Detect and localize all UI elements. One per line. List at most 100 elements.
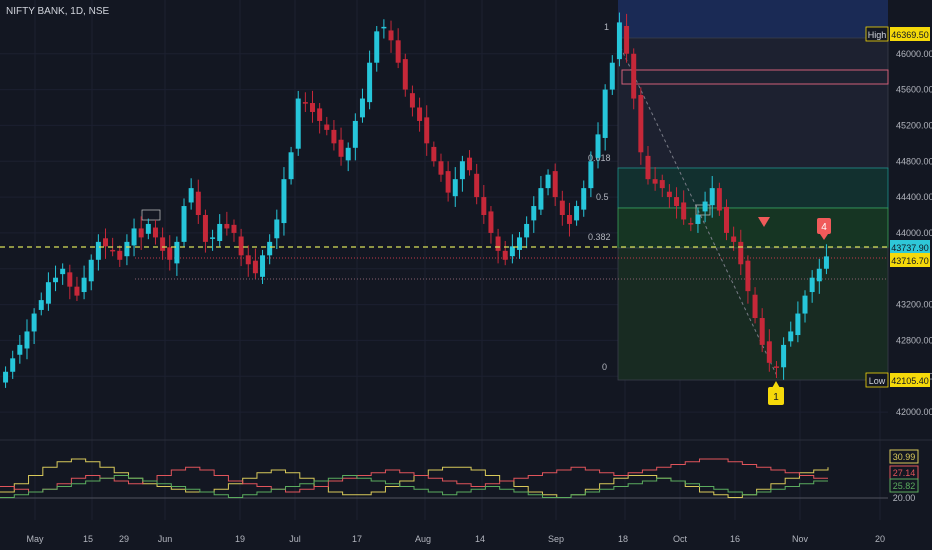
candle[interactable] [766, 329, 772, 372]
candle[interactable] [802, 290, 808, 323]
candle[interactable] [602, 84, 608, 151]
candle[interactable] [417, 97, 423, 132]
candle[interactable] [95, 234, 101, 271]
candle[interactable] [217, 214, 223, 247]
candle[interactable] [524, 216, 530, 249]
candle[interactable] [324, 116, 330, 136]
candle[interactable] [702, 191, 708, 223]
candle[interactable] [317, 103, 323, 134]
candle[interactable] [474, 163, 480, 205]
candle[interactable] [274, 209, 280, 250]
candle[interactable] [24, 319, 30, 360]
candle[interactable] [74, 276, 80, 301]
candle[interactable] [552, 163, 558, 207]
candle[interactable] [795, 301, 801, 343]
candle[interactable] [267, 234, 273, 265]
candle[interactable] [388, 20, 394, 53]
candle[interactable] [331, 120, 337, 151]
candle[interactable] [338, 127, 344, 166]
candle[interactable] [488, 206, 494, 244]
candle[interactable] [588, 151, 594, 198]
candlestick-series[interactable] [3, 12, 829, 388]
candle[interactable] [117, 245, 123, 267]
candle[interactable] [409, 85, 415, 117]
candle[interactable] [367, 50, 373, 110]
candle[interactable] [538, 176, 544, 215]
candle[interactable] [574, 200, 580, 226]
candle[interactable] [666, 184, 672, 208]
candle[interactable] [724, 199, 729, 241]
candle[interactable] [674, 187, 680, 219]
candle[interactable] [624, 13, 630, 63]
candle[interactable] [481, 184, 487, 224]
candle[interactable] [245, 245, 251, 277]
candle[interactable] [452, 167, 458, 207]
candle[interactable] [202, 209, 208, 253]
candle[interactable] [652, 167, 658, 191]
candle[interactable] [645, 146, 651, 185]
candle[interactable] [716, 182, 722, 216]
candle[interactable] [281, 167, 287, 236]
candle[interactable] [566, 202, 572, 237]
candle[interactable] [638, 87, 644, 165]
candle[interactable] [131, 218, 137, 257]
time-axis[interactable]: May 15 29 Jun 19 Jul 17 Aug 14 Sep 18 Oct 16 Nov 20 [26, 534, 885, 544]
candle[interactable] [581, 180, 587, 217]
candle[interactable] [467, 150, 473, 176]
candle[interactable] [445, 161, 451, 202]
candle[interactable] [681, 190, 687, 225]
candle[interactable] [295, 90, 301, 156]
candle[interactable] [188, 178, 194, 210]
candle[interactable] [531, 196, 537, 233]
candle[interactable] [345, 142, 351, 172]
candle[interactable] [3, 366, 9, 388]
price-axis[interactable]: 46000.00 45600.00 45200.00 44800.00 44400.00… [865, 26, 932, 417]
candle[interactable] [60, 263, 66, 285]
marker-label-1[interactable]: 1 [768, 381, 784, 405]
candle[interactable] [53, 265, 59, 292]
candle[interactable] [745, 255, 751, 304]
candle[interactable] [545, 169, 551, 196]
candle[interactable] [38, 292, 44, 316]
candle[interactable] [352, 113, 358, 161]
candle[interactable] [195, 179, 201, 224]
candle[interactable] [238, 228, 244, 267]
candle[interactable] [773, 361, 779, 379]
candle[interactable] [81, 265, 87, 300]
candle[interactable] [395, 28, 401, 69]
candle[interactable] [124, 234, 130, 266]
candle[interactable] [310, 90, 315, 123]
candle[interactable] [67, 264, 73, 300]
candle[interactable] [695, 207, 701, 233]
candle[interactable] [823, 244, 829, 275]
candle[interactable] [688, 217, 694, 232]
candle[interactable] [738, 229, 744, 276]
candle[interactable] [659, 174, 665, 198]
candle[interactable] [438, 153, 444, 182]
candle[interactable] [31, 308, 37, 344]
candle[interactable] [160, 227, 166, 260]
candle[interactable] [224, 211, 230, 236]
candle[interactable] [152, 219, 158, 245]
candle[interactable] [752, 287, 758, 324]
candle[interactable] [809, 270, 815, 303]
candle[interactable] [459, 155, 465, 192]
candle[interactable] [759, 308, 765, 353]
candle[interactable] [609, 55, 615, 95]
candle[interactable] [252, 248, 258, 279]
candle[interactable] [424, 105, 430, 156]
candle[interactable] [260, 249, 266, 284]
candle[interactable] [167, 235, 173, 271]
candle[interactable] [288, 146, 294, 185]
candle[interactable] [517, 232, 522, 259]
candle[interactable] [509, 234, 515, 264]
candle[interactable] [210, 229, 216, 251]
candle[interactable] [138, 216, 144, 250]
candle[interactable] [616, 12, 622, 67]
candle[interactable] [709, 176, 715, 218]
candle[interactable] [88, 254, 94, 291]
candle[interactable] [595, 122, 601, 169]
candle[interactable] [631, 48, 637, 110]
candle[interactable] [45, 272, 51, 311]
